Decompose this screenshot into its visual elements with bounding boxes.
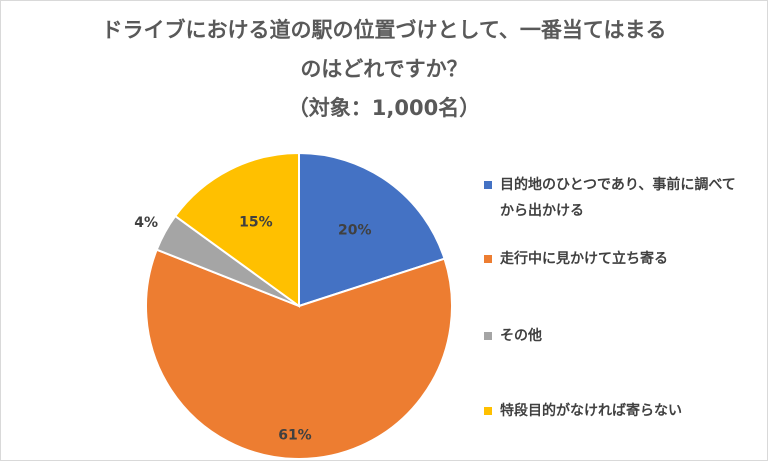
legend-swatch-other <box>484 332 492 340</box>
chart-title-line-3: （対象：1,000名） <box>287 96 481 120</box>
data-label-drop-by: 61% <box>278 427 312 443</box>
legend-label-no-stop: 特段目的がなければ寄らない <box>500 403 682 419</box>
data-label-no-stop: 15% <box>239 214 273 230</box>
legend-label-other: その他 <box>500 328 542 344</box>
pie-slice-drop-by <box>145 248 453 460</box>
legend-label-destination: 目的地のひとつであり、事前に調べてから出かける <box>500 177 736 219</box>
legend-swatch-destination <box>484 181 492 189</box>
data-label-destination: 20% <box>338 222 372 238</box>
legend-item-no-stop: 特段目的がなければ寄らない <box>484 398 740 424</box>
legend-label-drop-by: 走行中に見かけて立ち寄る <box>500 251 668 267</box>
data-label-other: 4% <box>134 215 158 231</box>
legend-item-other: その他 <box>484 323 740 349</box>
chart-title-line-1: ドライブにおける道の駅の位置づけとして、一番当てはまる <box>101 18 667 42</box>
pie-slice-destination <box>298 151 446 308</box>
pie-slice-no-stop <box>173 151 300 308</box>
chart-title-line-2: のはどれですか？ <box>300 57 468 81</box>
legend-swatch-no-stop <box>484 407 492 415</box>
legend-item-destination: 目的地のひとつであり、事前に調べてから出かける <box>484 172 740 224</box>
legend-item-drop-by: 走行中に見かけて立ち寄る <box>484 246 740 272</box>
legend-swatch-drop-by <box>484 255 492 263</box>
